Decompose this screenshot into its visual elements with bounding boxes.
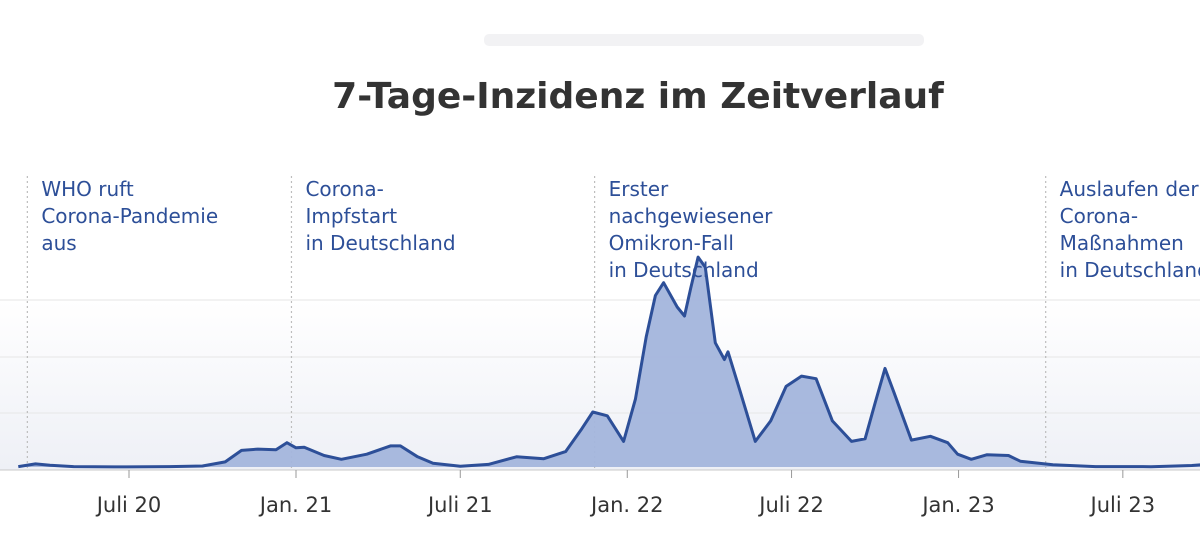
annotation-line: Corona- bbox=[305, 177, 383, 201]
annotation-line: Omikron-Fall bbox=[609, 231, 734, 255]
incidence-line bbox=[18, 255, 1200, 469]
x-tick-label: Jan. 21 bbox=[258, 493, 332, 517]
annotation-line: Erster bbox=[609, 177, 669, 201]
incidence-area bbox=[18, 257, 1200, 467]
annotation-line: Corona-Pandemie bbox=[41, 204, 218, 228]
event-annotation: WHO ruft Corona-Pandemie aus bbox=[41, 177, 218, 255]
event-annotation: Auslaufen der Corona- Maßnahmen in Deutschl… bbox=[1060, 177, 1200, 282]
annotation-line: Maßnahmen bbox=[1060, 231, 1184, 255]
annotation-line: in Deutschland bbox=[609, 258, 759, 282]
annotation-line: nachgewiesener bbox=[609, 204, 774, 228]
chart-title: 7-Tage-Inzidenz im Zeitverlauf bbox=[332, 76, 944, 117]
annotation-line: WHO ruft bbox=[41, 177, 134, 201]
x-tick-label: Juli 20 bbox=[95, 493, 162, 517]
x-tick-label: Juli 22 bbox=[757, 493, 824, 517]
annotation-line: aus bbox=[41, 231, 76, 255]
event-annotation: Erster nachgewiesener Omikron-Fall in Deuts… bbox=[609, 177, 774, 282]
annotations: WHO ruft Corona-Pandemie aus Corona- Impfsta… bbox=[41, 177, 1200, 282]
annotation-line: in Deutschland bbox=[305, 231, 455, 255]
header-bar bbox=[484, 34, 924, 46]
x-tick-label: Jan. 23 bbox=[920, 493, 994, 517]
annotation-line: Impfstart bbox=[305, 204, 397, 228]
x-tick-label: Jan. 22 bbox=[589, 493, 663, 517]
x-tick-label: Juli 23 bbox=[1089, 493, 1156, 517]
x-tick-label: Juli 21 bbox=[426, 493, 493, 517]
annotation-line: Corona- bbox=[1060, 204, 1138, 228]
x-axis: Juli 20 Jan. 21 Juli 21 Jan. 22 Juli 22 Jan. … bbox=[95, 470, 1155, 517]
annotation-line: Auslaufen der bbox=[1060, 177, 1200, 201]
event-annotation: Corona- Impfstart in Deutschland bbox=[305, 177, 455, 255]
annotation-line: in Deutschland bbox=[1060, 258, 1200, 282]
